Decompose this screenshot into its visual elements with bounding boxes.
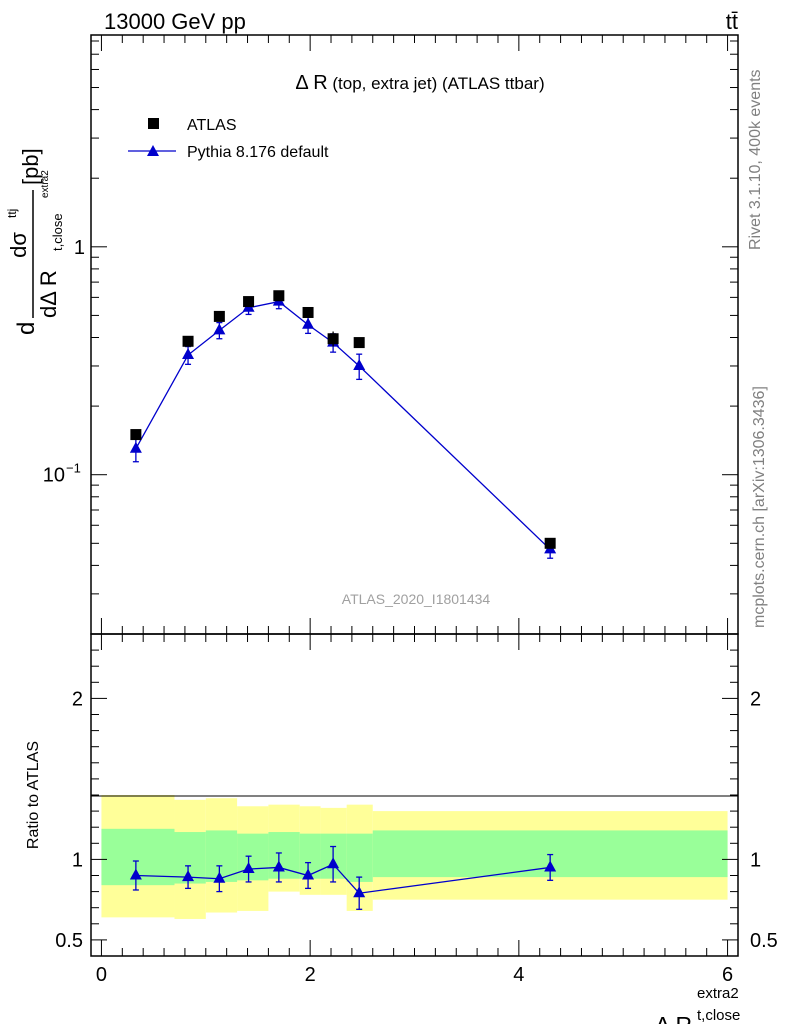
plot-title: Δ R (top, extra jet) (ATLAS ttbar) [295,72,544,94]
plot-title-sub: (top, extra jet) (ATLAS ttbar) [328,74,545,93]
atlas-point [130,429,142,441]
legend-atlas-marker [148,118,159,129]
ratio-xlabel: Δ R t,close extra2 [655,985,740,1024]
ratio-point [129,868,142,880]
xlabel-sup: extra2 [697,985,739,1002]
ratio-band-green [205,830,238,882]
ratio-xtick-label: 4 [513,964,524,986]
atlas-point [243,296,255,308]
ratio-ylabel: Ratio to ATLAS [25,741,42,849]
ratio-ytick-label-left: 2 [72,688,83,710]
ratio-xtick-label: 6 [722,964,733,986]
legend-pythia-label: Pythia 8.176 default [187,144,329,161]
ratio-band-green [299,833,321,879]
ylabel-d: d [13,322,40,335]
ylabel-sigma-sup: ttj [5,209,19,218]
ratio-band-green [346,833,373,882]
ratio-ytick-label-left: 1 [72,849,83,871]
atlas-point [327,333,339,345]
main-ylabel: d dσ ttj dΔ R t,close extra2 [pb] [5,148,65,335]
pythia-point [353,358,366,370]
pythia-point [302,317,315,329]
ratio-point [182,870,195,882]
xlabel-sub: t,close [697,1007,740,1024]
atlas-point [213,310,225,322]
ylabel-sub-sup: extra2 [40,170,51,198]
atlas-point [302,306,314,318]
xlabel-main: Δ R [655,1012,692,1024]
ylabel-unit: [pb] [18,148,43,185]
pythia-point [129,441,142,453]
atlas-point [273,290,285,302]
ratio-ytick-label-right: 1 [750,849,761,871]
process-label: tt̄ [726,9,738,34]
energy-label: 13000 GeV pp [104,9,246,34]
ylabel-sub: t,close [50,213,65,251]
ratio-uncertainty-bands [101,795,728,919]
ylabel-dsigma: dσ [6,232,31,258]
mcplots-label: mcplots.cern.ch [arXiv:1306.3436] [751,386,768,628]
pythia-point [182,348,195,360]
ratio-point [242,862,255,874]
ratio-axis-ticks: 0.5 0.5 1 1 2 2 0 2 4 6 [55,634,778,986]
atlas-point [353,337,365,349]
ratio-point [353,886,366,898]
ratio-point [272,860,285,872]
legend: ATLAS Pythia 8.176 default [128,117,329,161]
ratio-panel: 0.5 0.5 1 1 2 2 0 2 4 6 Ratio to ATLAS Δ R t,clos… [25,633,778,1024]
analysis-id: ATLAS_2020_I1801434 [342,591,491,607]
atlas-point [182,335,194,347]
main-data-layer [129,290,557,559]
ratio-xtick-label: 2 [305,964,316,986]
ratio-frame [90,633,739,957]
pythia-point [213,323,226,335]
ratio-ytick-label-right: 0.5 [750,930,778,952]
legend-atlas-label: ATLAS [187,117,237,134]
ratio-point [213,871,226,883]
ratio-data-layer [129,845,557,910]
ratio-point [302,868,315,880]
atlas-point [544,537,556,549]
main-ytick-label: 1 [74,237,85,259]
legend-pythia-marker [147,145,159,156]
main-ytick-exponent: −1 [66,461,81,476]
ratio-ytick-label-right: 2 [750,688,761,710]
ratio-ytick-label-left: 0.5 [55,930,83,952]
main-axis-ticks: 1 10 −1 [43,35,738,635]
ylabel-dDR: dΔ R [36,270,61,318]
pythia-curve [135,300,551,550]
ratio-point [544,860,557,872]
ratio-point [327,857,340,869]
main-panel: 1 10 −1 Δ R (top, extra jet) (ATLAS ttbar)… [5,34,739,635]
rivet-label: Rivet 3.1.10, 400k events [747,69,764,250]
plot-title-main: Δ R [295,72,327,94]
ratio-xtick-label: 0 [96,964,107,986]
main-ytick-label: 10 [43,465,65,487]
ratio-band-green [237,833,269,881]
